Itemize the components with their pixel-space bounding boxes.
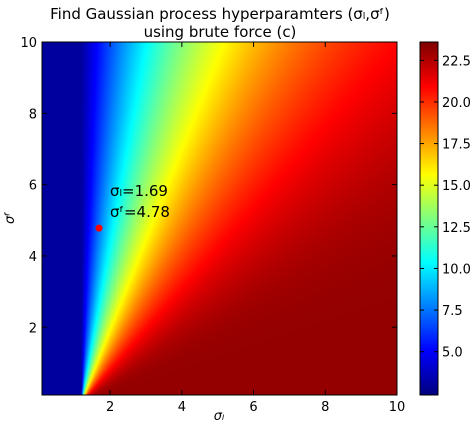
x-axis: 2 4 6 8 10 bbox=[106, 42, 405, 415]
y-tick-label: 2 bbox=[29, 321, 37, 336]
colorbar-axis: 5.0 7.5 10.0 12.5 15.0 17.5 20.0 22.5 bbox=[420, 54, 471, 361]
colorbar-tick-label: 17.5 bbox=[442, 138, 471, 153]
optimum-marker bbox=[95, 224, 103, 232]
y-tick-label: 4 bbox=[29, 250, 37, 265]
marker-label-sigma-f: σᶠ=4.78 bbox=[110, 203, 170, 221]
colorbar-tick-label: 10.0 bbox=[442, 262, 471, 277]
chart-title: Find Gaussian process hyperparamters (σₗ… bbox=[50, 5, 390, 41]
colorbar-tick-label: 5.0 bbox=[442, 346, 463, 361]
plot-frame bbox=[41, 41, 398, 396]
colorbar-tick-label: 20.0 bbox=[442, 96, 471, 111]
colorbar-tick-label: 15.0 bbox=[442, 179, 471, 194]
marker-label-sigma-l: σₗ=1.69 bbox=[110, 182, 168, 200]
y-tick-label: 6 bbox=[29, 179, 37, 194]
y-axis-label: σᶠ bbox=[3, 212, 18, 224]
heatmap-image bbox=[42, 42, 397, 395]
x-tick-label: 10 bbox=[389, 400, 406, 415]
chart-title-line-1: Find Gaussian process hyperparamters (σₗ… bbox=[50, 5, 390, 23]
colorbar-gradient bbox=[420, 42, 438, 395]
x-tick-label: 4 bbox=[178, 400, 186, 415]
x-axis-label: σₗ bbox=[214, 409, 225, 424]
y-tick-label: 10 bbox=[20, 36, 37, 51]
y-axis: 2 4 6 8 10 bbox=[20, 36, 397, 336]
chart-title-line-2: using brute force (c) bbox=[144, 23, 297, 41]
colorbar-tick-label: 7.5 bbox=[442, 304, 463, 319]
x-tick-label: 2 bbox=[106, 400, 114, 415]
x-tick-label: 8 bbox=[321, 400, 329, 415]
x-tick-label: 6 bbox=[249, 400, 257, 415]
colorbar-tick-label: 22.5 bbox=[442, 54, 471, 69]
colorbar-frame bbox=[419, 41, 439, 396]
y-tick-label: 8 bbox=[29, 107, 37, 122]
optimum-marker-group: σₗ=1.69 σᶠ=4.78 bbox=[95, 182, 170, 232]
colorbar-tick-label: 12.5 bbox=[442, 221, 471, 236]
